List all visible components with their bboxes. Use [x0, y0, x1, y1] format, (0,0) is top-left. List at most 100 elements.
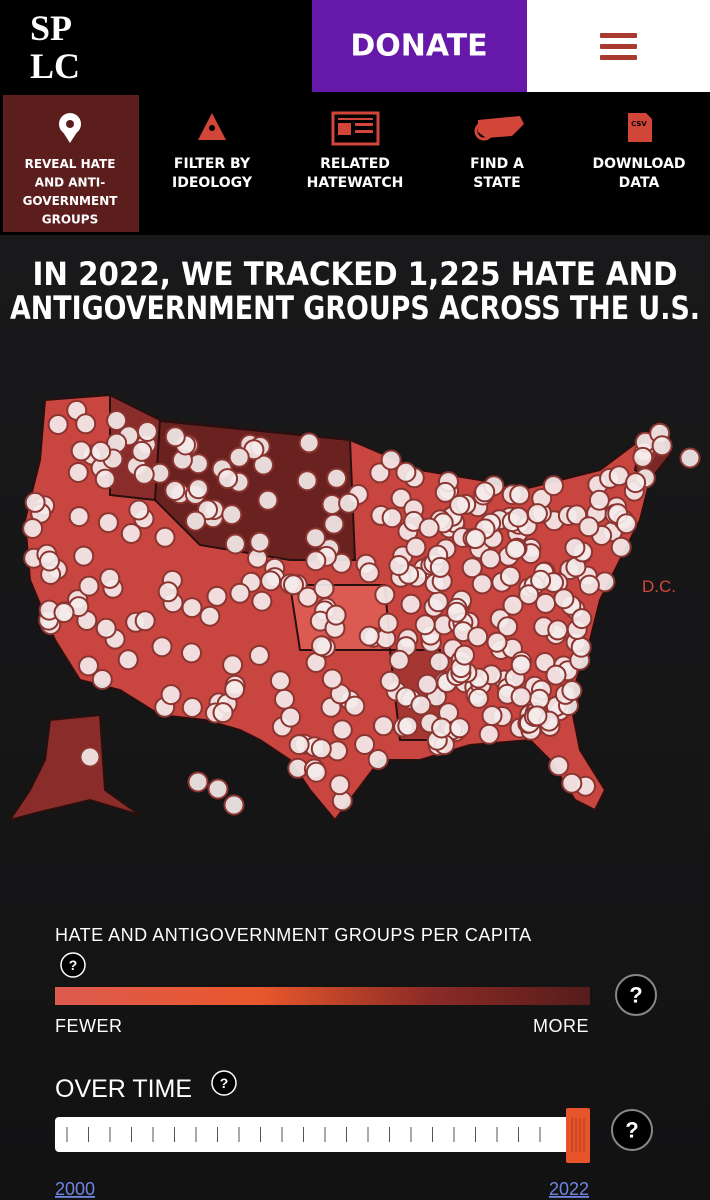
logo[interactable]: SP: [30, 8, 72, 48]
nav-label[interactable]: FILTER BY: [174, 156, 251, 172]
group-marker: [428, 651, 450, 673]
group-marker: [480, 548, 501, 570]
group-marker: [97, 512, 119, 534]
group-marker: [564, 537, 586, 559]
group-marker: [429, 556, 451, 578]
group-marker: [78, 575, 100, 597]
start-year-link[interactable]: 2000: [55, 1179, 95, 1199]
group-marker: [206, 585, 228, 607]
header-logo-area: [0, 0, 312, 92]
group-marker: [90, 440, 112, 462]
group-marker: [94, 468, 116, 490]
group-marker: [181, 697, 203, 718]
group-marker: [248, 644, 270, 666]
help-icon[interactable]: ?: [220, 1075, 229, 1091]
nav-label[interactable]: GROUPS: [42, 213, 98, 227]
end-year-link[interactable]: 2022: [549, 1179, 589, 1199]
group-marker: [374, 584, 396, 606]
help-button[interactable]: [611, 1109, 653, 1151]
nav-label[interactable]: GOVERNMENT: [23, 194, 119, 208]
group-marker: [207, 778, 229, 800]
group-marker: [530, 569, 552, 591]
nav-label[interactable]: FIND A: [470, 156, 524, 172]
group-marker: [510, 654, 532, 676]
group-marker: [543, 475, 564, 497]
nav-item[interactable]: REVEAL HATE AND ANTI- GOVERNMENT GROUPS: [23, 157, 119, 227]
group-marker: [67, 462, 89, 483]
us-map[interactable]: [7, 393, 701, 822]
timeline-slider[interactable]: [55, 1117, 590, 1152]
group-marker: [269, 670, 291, 692]
help-icon[interactable]: ?: [625, 1118, 638, 1143]
group-marker: [497, 616, 519, 638]
group-marker: [39, 550, 60, 572]
group-marker: [397, 715, 419, 737]
dc-label[interactable]: D.C.: [642, 577, 676, 596]
help-icon[interactable]: ?: [629, 983, 642, 1008]
timeline-title: OVER TIME: [55, 1075, 192, 1103]
group-marker: [395, 461, 417, 483]
group-marker: [625, 472, 647, 494]
nav-label[interactable]: RELATED: [320, 156, 390, 172]
group-marker: [221, 504, 243, 526]
nav-item[interactable]: RELATED HATEWATCH: [307, 156, 404, 191]
group-marker: [400, 593, 422, 615]
nav-item[interactable]: FIND A STATE: [470, 156, 524, 191]
group-marker: [310, 738, 332, 760]
nav-label[interactable]: IDEOLOGY: [172, 175, 253, 191]
group-marker: [151, 636, 173, 658]
hamburger-menu[interactable]: [600, 33, 637, 60]
group-marker: [358, 625, 380, 647]
help-button[interactable]: [615, 974, 657, 1016]
group-marker: [224, 533, 246, 555]
group-marker: [274, 688, 295, 710]
group-marker: [651, 435, 673, 457]
nav-label[interactable]: REVEAL HATE: [25, 157, 116, 171]
logo[interactable]: LC: [30, 46, 80, 86]
group-marker: [561, 772, 583, 794]
legend-high: MORE: [533, 1016, 589, 1036]
group-marker: [478, 723, 500, 745]
group-marker: [358, 562, 380, 584]
group-marker: [164, 426, 186, 448]
donate-button[interactable]: [312, 0, 527, 92]
help-button[interactable]: [60, 952, 86, 978]
nav-label[interactable]: STATE: [473, 175, 520, 191]
group-marker: [505, 538, 527, 560]
group-marker: [454, 644, 475, 666]
nav-label[interactable]: DOWNLOAD: [592, 156, 685, 172]
group-marker: [545, 664, 567, 686]
group-marker: [117, 649, 139, 671]
nav-label[interactable]: HATEWATCH: [307, 175, 404, 191]
group-marker: [305, 527, 326, 549]
nav-item[interactable]: DOWNLOAD DATA: [592, 156, 685, 191]
nav-label[interactable]: AND ANTI-: [35, 176, 105, 190]
group-marker: [547, 619, 569, 641]
group-marker: [305, 550, 327, 572]
group-marker: [344, 695, 366, 717]
group-marker: [296, 470, 318, 492]
group-marker: [95, 617, 117, 639]
group-marker: [553, 588, 575, 610]
group-marker: [78, 655, 99, 677]
help-button[interactable]: [211, 1070, 237, 1096]
group-marker: [388, 649, 410, 671]
group-marker: [414, 614, 436, 636]
group-marker: [610, 536, 632, 558]
help-icon[interactable]: ?: [69, 957, 78, 973]
nav-item[interactable]: FILTER BY IDEOLOGY: [172, 156, 253, 191]
donate-label[interactable]: DONATE: [350, 29, 487, 64]
group-marker: [128, 499, 150, 521]
group-marker: [380, 449, 402, 471]
group-marker: [381, 507, 403, 529]
group-marker: [468, 687, 489, 709]
slider-handle[interactable]: [566, 1108, 590, 1163]
group-marker: [187, 771, 209, 793]
nav-label[interactable]: DATA: [619, 175, 660, 191]
group-marker: [257, 489, 279, 511]
group-marker: [331, 719, 353, 741]
group-marker: [326, 467, 348, 489]
group-marker: [405, 536, 427, 558]
